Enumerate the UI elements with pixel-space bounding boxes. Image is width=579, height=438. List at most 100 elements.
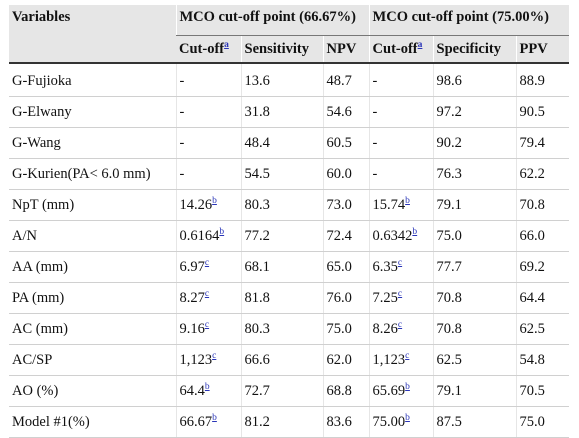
footnote-link-c[interactable]: c	[205, 289, 209, 299]
sensitivity-cell: 81.8	[241, 283, 323, 314]
npv-cell-value: 72.4	[327, 228, 352, 244]
specificity-cell-value: 97.2	[437, 104, 462, 120]
footnote-link-a[interactable]: a	[224, 40, 229, 50]
variable-cell: G-Wang	[9, 128, 176, 159]
cutoff-75-cell: 8.26c	[369, 314, 433, 345]
footnote-link-c[interactable]: c	[405, 351, 409, 361]
npv-cell-value: 60.5	[327, 135, 352, 151]
results-table: Variables MCO cut-off point (66.67%) MCO…	[9, 5, 569, 438]
npv-cell: 72.4	[323, 221, 369, 252]
footnote-link-b[interactable]: b	[219, 227, 224, 237]
footnote-link-c[interactable]: c	[205, 320, 209, 330]
footnote-link-b[interactable]: b	[412, 227, 417, 237]
npv-cell-value: 65.0	[327, 259, 352, 275]
sensitivity-cell: 80.3	[241, 314, 323, 345]
ppv-cell-value: 62.2	[520, 166, 545, 182]
footnote-link-b[interactable]: b	[212, 196, 217, 206]
sensitivity-cell-value: 66.6	[245, 352, 270, 368]
specificity-cell: 90.2	[433, 128, 516, 159]
npv-cell-value: 75.0	[327, 321, 352, 337]
npv-cell: 75.0	[323, 314, 369, 345]
table-row: PA (mm) 8.27c 81.8 76.0 7.25c 70.8 64.4	[9, 283, 569, 314]
footnote-link-c[interactable]: c	[398, 320, 402, 330]
ppv-cell-value: 66.0	[520, 228, 545, 244]
ppv-cell-value: 54.8	[520, 352, 545, 368]
cutoff-header-2: Cut-offa	[369, 36, 433, 64]
sensitivity-cell: 68.1	[241, 252, 323, 283]
cutoff-75-cell-value: 1,123	[373, 352, 406, 368]
sensitivity-cell: 72.7	[241, 376, 323, 407]
footnote-link-c[interactable]: c	[212, 351, 216, 361]
footnote-link-c[interactable]: c	[398, 289, 402, 299]
footnote-link-b[interactable]: b	[405, 382, 410, 392]
specificity-cell: 97.2	[433, 97, 516, 128]
sensitivity-cell: 77.2	[241, 221, 323, 252]
specificity-cell: 70.8	[433, 314, 516, 345]
ppv-cell-value: 62.5	[520, 321, 545, 337]
cutoff-66-cell-value: -	[180, 135, 185, 151]
footnote-link-a[interactable]: a	[418, 40, 423, 50]
sensitivity-cell-value: 48.4	[245, 135, 270, 151]
npv-cell: 60.5	[323, 128, 369, 159]
footnote-link-b[interactable]: b	[205, 382, 210, 392]
npv-cell: 76.0	[323, 283, 369, 314]
npv-cell-value: 83.6	[327, 414, 352, 430]
footnote-link-c[interactable]: c	[205, 258, 209, 268]
npv-cell: 65.0	[323, 252, 369, 283]
ppv-cell: 69.2	[516, 252, 569, 283]
ppv-cell: 79.4	[516, 128, 569, 159]
cutoff-75-cell-value: 0.6342	[373, 228, 413, 244]
cutoff-66-cell-value: 0.6164	[180, 228, 220, 244]
table-body: G-Fujioka - 13.6 48.7 - 98.6 88.9 G-Elwany - 31.8…	[9, 63, 569, 438]
cutoff-75-cell-value: 8.26	[373, 321, 398, 337]
footnote-link-c[interactable]: c	[398, 258, 402, 268]
specificity-cell: 79.1	[433, 190, 516, 221]
ppv-cell-value: 79.4	[520, 135, 545, 151]
ppv-cell: 88.9	[516, 63, 569, 97]
sensitivity-cell: 54.5	[241, 159, 323, 190]
specificity-cell-value: 70.8	[437, 321, 462, 337]
specificity-cell-value: 77.7	[437, 259, 462, 275]
sensitivity-cell-value: 77.2	[245, 228, 270, 244]
cutoff-66-cell-value: 1,123	[180, 352, 213, 368]
specificity-cell: 62.5	[433, 345, 516, 376]
npv-cell-value: 68.8	[327, 383, 352, 399]
ppv-cell: 66.0	[516, 221, 569, 252]
ppv-cell-value: 64.4	[520, 290, 545, 306]
cutoff-header-1: Cut-offa	[176, 36, 241, 64]
ppv-cell-value: 75.0	[520, 414, 545, 430]
cutoff-66-cell: 1,123c	[176, 345, 241, 376]
variable-cell-value: PA (mm)	[12, 290, 64, 306]
specificity-cell-value: 62.5	[437, 352, 462, 368]
npv-cell: 60.0	[323, 159, 369, 190]
variable-cell: G-Elwany	[9, 97, 176, 128]
sensitivity-cell: 81.2	[241, 407, 323, 438]
sensitivity-cell: 48.4	[241, 128, 323, 159]
cutoff-66-cell: 9.16c	[176, 314, 241, 345]
table-row: AC/SP 1,123c 66.6 62.0 1,123c 62.5 54.8	[9, 345, 569, 376]
cutoff-66-cell: 66.67b	[176, 407, 241, 438]
npv-cell-value: 48.7	[327, 73, 352, 89]
npv-cell-value: 54.6	[327, 104, 352, 120]
footnote-link-b[interactable]: b	[212, 413, 217, 423]
ppv-cell: 70.8	[516, 190, 569, 221]
sensitivity-cell-value: 31.8	[245, 104, 270, 120]
variable-cell: A/N	[9, 221, 176, 252]
specificity-header: Specificity	[433, 36, 516, 64]
cutoff-66-cell: -	[176, 159, 241, 190]
table-row: G-Wang - 48.4 60.5 - 90.2 79.4	[9, 128, 569, 159]
specificity-cell-value: 87.5	[437, 414, 462, 430]
cutoff-66-cell: 0.6164b	[176, 221, 241, 252]
cutoff-75-cell: 1,123c	[369, 345, 433, 376]
specificity-cell-value: 70.8	[437, 290, 462, 306]
footnote-link-b[interactable]: b	[405, 413, 410, 423]
table-header: Variables MCO cut-off point (66.67%) MCO…	[9, 5, 569, 63]
ppv-cell: 90.5	[516, 97, 569, 128]
cutoff-66-cell: -	[176, 128, 241, 159]
sensitivity-cell-value: 81.2	[245, 414, 270, 430]
variable-cell: G-Fujioka	[9, 63, 176, 97]
ppv-cell: 70.5	[516, 376, 569, 407]
cutoff-75-cell-value: 15.74	[373, 197, 406, 213]
footnote-link-b[interactable]: b	[405, 196, 410, 206]
cutoff-75-cell: -	[369, 97, 433, 128]
